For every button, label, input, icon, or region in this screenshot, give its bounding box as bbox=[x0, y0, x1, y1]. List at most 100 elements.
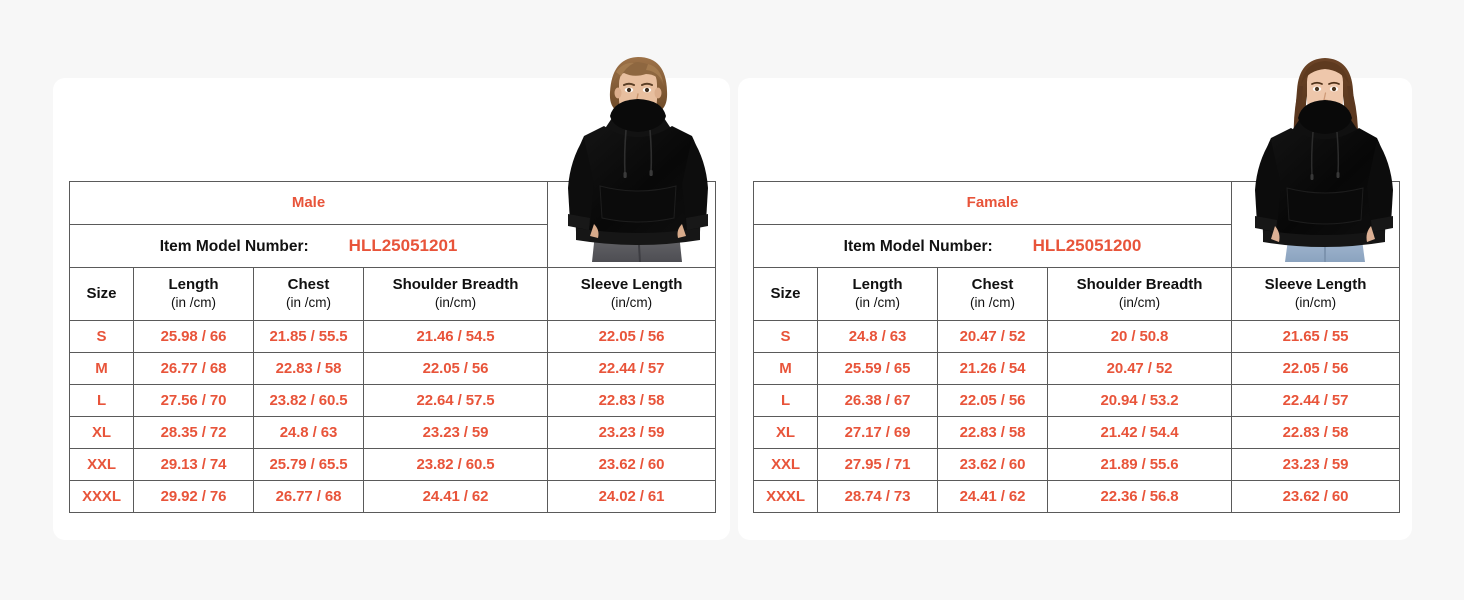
gender-label-male: Male bbox=[68, 181, 549, 225]
header-length-text: Length bbox=[852, 276, 903, 294]
cell-shoulder: 24.41 / 62 bbox=[362, 480, 549, 513]
cell-shoulder: 23.23 / 59 bbox=[362, 416, 549, 449]
cell-sleeve: 21.65 / 55 bbox=[1231, 320, 1401, 353]
model-number-row: Item Model Number: HLL25051201 bbox=[68, 224, 716, 268]
header-chest-unit: (in /cm) bbox=[970, 295, 1015, 311]
cell-size: S bbox=[69, 320, 134, 353]
cell-sleeve: 22.44 / 57 bbox=[1231, 384, 1401, 417]
cell-sleeve: 22.05 / 56 bbox=[1231, 352, 1401, 385]
cell-size: XXL bbox=[753, 448, 818, 481]
cell-chest: 22.83 / 58 bbox=[253, 352, 364, 385]
cell-sleeve: 23.62 / 60 bbox=[547, 448, 717, 481]
cell-chest: 21.85 / 55.5 bbox=[253, 320, 364, 353]
header-sleeve-text: Sleeve Length bbox=[580, 276, 683, 294]
header-shoulder-unit: (in/cm) bbox=[1118, 295, 1161, 311]
table-row: XXXL 29.92 / 76 26.77 / 68 24.41 / 62 24… bbox=[69, 480, 717, 513]
table-row: XL 28.35 / 72 24.8 / 63 23.23 / 59 23.23… bbox=[69, 416, 717, 449]
header-shoulder-text: Shoulder Breadth bbox=[1076, 276, 1203, 294]
cell-sleeve: 23.23 / 59 bbox=[547, 416, 717, 449]
cell-sleeve: 24.02 / 61 bbox=[547, 480, 717, 513]
table-row: L 26.38 / 67 22.05 / 56 20.94 / 53.2 22.… bbox=[753, 384, 1401, 417]
model-number-cell-female: Item Model Number: HLL25051200 bbox=[752, 224, 1233, 268]
cell-sleeve: 22.44 / 57 bbox=[547, 352, 717, 385]
cell-shoulder: 20 / 50.8 bbox=[1046, 320, 1233, 353]
gender-label-female: Famale bbox=[752, 181, 1233, 225]
cell-size: L bbox=[69, 384, 134, 417]
header-length: Length (in /cm) bbox=[133, 267, 254, 321]
header-shoulder-unit: (in/cm) bbox=[434, 295, 477, 311]
header-chest: Chest (in /cm) bbox=[937, 267, 1048, 321]
header-chest: Chest (in /cm) bbox=[253, 267, 364, 321]
cell-sleeve: 23.62 / 60 bbox=[1231, 480, 1401, 513]
cell-size: XXXL bbox=[753, 480, 818, 513]
cell-length: 28.74 / 73 bbox=[817, 480, 938, 513]
model-photo-cell-female bbox=[1231, 181, 1401, 268]
cell-length: 26.38 / 67 bbox=[817, 384, 938, 417]
column-header-row: Size Length (in /cm) Chest (in /cm) Shou… bbox=[753, 267, 1401, 321]
model-number-cell-male: Item Model Number: HLL25051201 bbox=[68, 224, 549, 268]
cell-sleeve: 22.05 / 56 bbox=[547, 320, 717, 353]
cell-shoulder: 23.82 / 60.5 bbox=[362, 448, 549, 481]
cell-length: 27.56 / 70 bbox=[133, 384, 254, 417]
cell-shoulder: 22.64 / 57.5 bbox=[362, 384, 549, 417]
header-length-text: Length bbox=[168, 276, 219, 294]
gender-title-row: Famale bbox=[752, 181, 1401, 268]
cell-shoulder: 21.46 / 54.5 bbox=[362, 320, 549, 353]
cell-size: XL bbox=[69, 416, 134, 449]
cell-length: 29.92 / 76 bbox=[133, 480, 254, 513]
header-sleeve: Sleeve Length (in/cm) bbox=[547, 267, 717, 321]
cell-shoulder: 21.89 / 55.6 bbox=[1046, 448, 1233, 481]
header-length: Length (in /cm) bbox=[817, 267, 938, 321]
table-row: M 26.77 / 68 22.83 / 58 22.05 / 56 22.44… bbox=[69, 352, 717, 385]
cell-length: 26.77 / 68 bbox=[133, 352, 254, 385]
cell-size: XL bbox=[753, 416, 818, 449]
table-row: XXL 29.13 / 74 25.79 / 65.5 23.82 / 60.5… bbox=[69, 448, 717, 481]
table-row: XL 27.17 / 69 22.83 / 58 21.42 / 54.4 22… bbox=[753, 416, 1401, 449]
cell-chest: 23.82 / 60.5 bbox=[253, 384, 364, 417]
cell-sleeve: 23.23 / 59 bbox=[1231, 448, 1401, 481]
model-number-value-female: HLL25051200 bbox=[1032, 235, 1142, 255]
cell-shoulder: 20.47 / 52 bbox=[1046, 352, 1233, 385]
header-sleeve-unit: (in/cm) bbox=[1294, 295, 1337, 311]
cell-chest: 25.79 / 65.5 bbox=[253, 448, 364, 481]
cell-length: 27.17 / 69 bbox=[817, 416, 938, 449]
table-row: M 25.59 / 65 21.26 / 54 20.47 / 52 22.05… bbox=[753, 352, 1401, 385]
header-chest-text: Chest bbox=[971, 276, 1014, 294]
model-number-value-male: HLL25051201 bbox=[348, 235, 458, 255]
header-size: Size bbox=[753, 267, 818, 321]
table-row: S 24.8 / 63 20.47 / 52 20 / 50.8 21.65 /… bbox=[753, 320, 1401, 353]
cell-shoulder: 20.94 / 53.2 bbox=[1046, 384, 1233, 417]
cell-shoulder: 22.05 / 56 bbox=[362, 352, 549, 385]
cell-chest: 23.62 / 60 bbox=[937, 448, 1048, 481]
cell-shoulder: 22.36 / 56.8 bbox=[1046, 480, 1233, 513]
header-shoulder-text: Shoulder Breadth bbox=[392, 276, 519, 294]
cell-length: 25.98 / 66 bbox=[133, 320, 254, 353]
header-chest-text: Chest bbox=[287, 276, 330, 294]
cell-size: M bbox=[69, 352, 134, 385]
size-table-male: Male Item Model Number: HLL25051201 Size … bbox=[68, 181, 717, 513]
cell-shoulder: 21.42 / 54.4 bbox=[1046, 416, 1233, 449]
header-sleeve-unit: (in/cm) bbox=[610, 295, 653, 311]
cell-sleeve: 22.83 / 58 bbox=[547, 384, 717, 417]
header-shoulder: Shoulder Breadth (in/cm) bbox=[1046, 267, 1233, 321]
cell-chest: 22.83 / 58 bbox=[937, 416, 1048, 449]
cell-length: 24.8 / 63 bbox=[817, 320, 938, 353]
cell-length: 25.59 / 65 bbox=[817, 352, 938, 385]
cell-length: 27.95 / 71 bbox=[817, 448, 938, 481]
size-table-female: Famale Item Model Number: HLL25051200 Siz… bbox=[752, 181, 1401, 513]
column-header-row: Size Length (in /cm) Chest (in /cm) Shou… bbox=[69, 267, 717, 321]
header-length-unit: (in /cm) bbox=[171, 295, 216, 311]
model-number-row: Item Model Number: HLL25051200 bbox=[752, 224, 1400, 268]
model-number-label: Item Model Number: bbox=[843, 237, 993, 255]
header-shoulder: Shoulder Breadth (in/cm) bbox=[362, 267, 549, 321]
cell-chest: 26.77 / 68 bbox=[253, 480, 364, 513]
cell-length: 28.35 / 72 bbox=[133, 416, 254, 449]
table-row: XXXL 28.74 / 73 24.41 / 62 22.36 / 56.8 … bbox=[753, 480, 1401, 513]
table-row: S 25.98 / 66 21.85 / 55.5 21.46 / 54.5 2… bbox=[69, 320, 717, 353]
table-row: XXL 27.95 / 71 23.62 / 60 21.89 / 55.6 2… bbox=[753, 448, 1401, 481]
cell-length: 29.13 / 74 bbox=[133, 448, 254, 481]
gender-title-row: Male bbox=[68, 181, 717, 268]
header-size: Size bbox=[69, 267, 134, 321]
cell-chest: 24.8 / 63 bbox=[253, 416, 364, 449]
header-sleeve: Sleeve Length (in/cm) bbox=[1231, 267, 1401, 321]
